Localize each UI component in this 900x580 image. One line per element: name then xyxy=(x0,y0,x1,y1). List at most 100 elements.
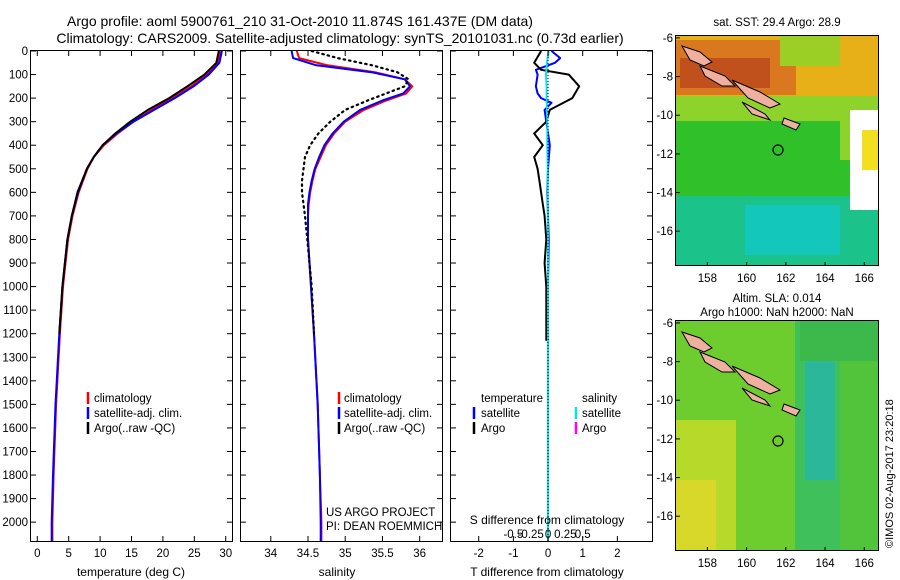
x-tick-label: -1 xyxy=(508,548,518,560)
imos-timestamp: ©IMOS 02-Aug-2017 23:20:18 xyxy=(884,399,896,548)
s-tick-label: 0.5 xyxy=(575,529,591,541)
sla-map-image xyxy=(676,321,878,550)
x-tick-label: 10 xyxy=(94,548,107,560)
legend-label-temp-satellite: satellite xyxy=(481,408,520,420)
map-x-tick-label: 160 xyxy=(737,273,756,285)
sst-map-image xyxy=(676,36,878,265)
x-tick-label: 15 xyxy=(125,548,138,560)
s-tick-label: 0.25 xyxy=(554,529,576,541)
series-satellite-adj-clim- xyxy=(50,51,223,541)
map-x-tick-label: 162 xyxy=(776,558,795,570)
temperature-legend: climatology satellite-adj. clim. Argo(..… xyxy=(86,392,182,435)
y-tick-label: 1300 xyxy=(2,352,28,364)
s-tick-label: -0.5 xyxy=(503,529,523,541)
map-y-tick-label: -14 xyxy=(656,188,673,200)
map-y-tick-label: -16 xyxy=(656,511,673,523)
header-line2: Climatology: CARS2009. Satellite-adjuste… xyxy=(56,30,623,46)
map-y-tick-label: -16 xyxy=(656,226,673,238)
y-tick-label: 0 xyxy=(22,46,28,58)
y-tick-label: 2000 xyxy=(2,517,28,529)
legend-label-argo: Argo(..raw -QC) xyxy=(344,423,425,435)
x-tick-label: 5 xyxy=(65,548,71,560)
y-tick-label: 800 xyxy=(9,234,28,246)
series-satellite-adj-clim- xyxy=(290,51,411,541)
legend-title-temperature: temperature xyxy=(481,393,543,405)
x-tick-label: 1 xyxy=(579,548,585,560)
map-y-tick-label: -12 xyxy=(656,149,673,161)
y-tick-label: 900 xyxy=(9,258,28,270)
x-tick-label: 35 xyxy=(339,548,352,560)
map-x-tick-label: 158 xyxy=(698,273,717,285)
sla-map-title2: Argo h1000: NaN h2000: NaN xyxy=(700,307,853,319)
series-argo-raw-qc- xyxy=(300,51,410,335)
map-y-tick-label: -10 xyxy=(656,395,673,407)
series-climatology xyxy=(295,51,414,541)
salinity-xlabel: salinity xyxy=(319,565,356,579)
profile-location-marker xyxy=(772,435,784,447)
difference-axes xyxy=(450,50,653,542)
legend-label-climatology: climatology xyxy=(344,393,402,405)
s-tick-label: 0 xyxy=(545,529,551,541)
map-y-tick-label: -6 xyxy=(663,33,673,45)
x-tick-label: 25 xyxy=(188,548,201,560)
map-x-tick-label: 162 xyxy=(776,273,795,285)
temperature-lines xyxy=(50,51,223,541)
x-tick-label: 2 xyxy=(614,548,620,560)
x-tick-label: 0 xyxy=(34,548,40,560)
map-x-tick-label: 160 xyxy=(737,558,756,570)
map-y-tick-label: -8 xyxy=(663,357,673,369)
pi-label: PI: DEAN ROEMMICH xyxy=(326,521,442,533)
legend-title-salinity: salinity xyxy=(582,393,617,405)
sla-map-axes xyxy=(675,320,879,551)
x-tick-label: 35.5 xyxy=(371,548,393,560)
map-y-tick-label: -12 xyxy=(656,434,673,446)
series-temperature-argo xyxy=(533,51,581,341)
map-x-tick-label: 164 xyxy=(815,273,835,285)
difference-legend: temperature salinity satellite Argo sate… xyxy=(472,393,621,435)
sst-map-title: sat. SST: 29.4 Argo: 28.9 xyxy=(713,17,840,29)
difference-lines xyxy=(533,51,581,541)
x-tick-label: -2 xyxy=(474,548,484,560)
series-argo-raw-qc- xyxy=(58,51,220,334)
sla-map-title1: Altim. SLA: 0.014 xyxy=(733,293,822,305)
legend-label-satellite: satellite-adj. clim. xyxy=(94,408,182,420)
temperature-axes xyxy=(30,50,233,542)
difference-xlabel-top: S difference from climatology xyxy=(470,513,625,527)
project-label: US ARGO PROJECT xyxy=(326,507,435,519)
y-tick-label: 1100 xyxy=(3,305,28,317)
y-tick-label: 1400 xyxy=(2,376,28,388)
map-y-tick-label: -14 xyxy=(656,473,673,485)
temperature-xlabel: temperature (deg C) xyxy=(77,565,185,579)
y-tick-label: 1200 xyxy=(2,329,28,341)
y-tick-label: 400 xyxy=(9,140,28,152)
y-tick-label: 200 xyxy=(9,93,28,105)
x-tick-label: 20 xyxy=(157,548,170,560)
map-x-tick-label: 158 xyxy=(698,558,717,570)
series-climatology xyxy=(51,51,222,541)
y-tick-label: 500 xyxy=(9,164,28,176)
y-tick-label: 1700 xyxy=(2,446,28,458)
sla-map-ticks: 158 160 162 164 166 -6 -8 -10 -12 -14 -16 xyxy=(656,318,873,570)
x-tick-label: 36 xyxy=(413,548,426,560)
y-tick-label: 1800 xyxy=(2,470,28,482)
x-tick-label: 34.5 xyxy=(297,548,319,560)
y-tick-label: 700 xyxy=(9,211,28,223)
map-x-tick-label: 166 xyxy=(855,558,874,570)
map-x-tick-label: 166 xyxy=(855,273,874,285)
map-y-tick-label: -8 xyxy=(663,72,673,84)
legend-label-sal-argo: Argo xyxy=(582,423,606,435)
map-y-tick-label: -10 xyxy=(656,110,673,122)
legend-label-satellite: satellite-adj. clim. xyxy=(344,408,432,420)
y-tick-label: 100 xyxy=(9,70,28,82)
y-tick-label: 1600 xyxy=(2,423,28,435)
legend-label-temp-argo: Argo xyxy=(481,423,505,435)
map-y-tick-label: -6 xyxy=(663,318,673,330)
salinity-legend: climatology satellite-adj. clim. Argo(..… xyxy=(326,392,442,533)
y-tick-label: 1500 xyxy=(2,399,28,411)
salinity-axes xyxy=(240,50,443,542)
sst-map-ticks: 158 160 162 164 166 -6 -8 -10 -12 -14 -16 xyxy=(656,33,873,285)
legend-label-argo: Argo(..raw -QC) xyxy=(94,423,175,435)
y-tick-label: 600 xyxy=(9,187,28,199)
x-tick-label: 34 xyxy=(264,548,277,560)
